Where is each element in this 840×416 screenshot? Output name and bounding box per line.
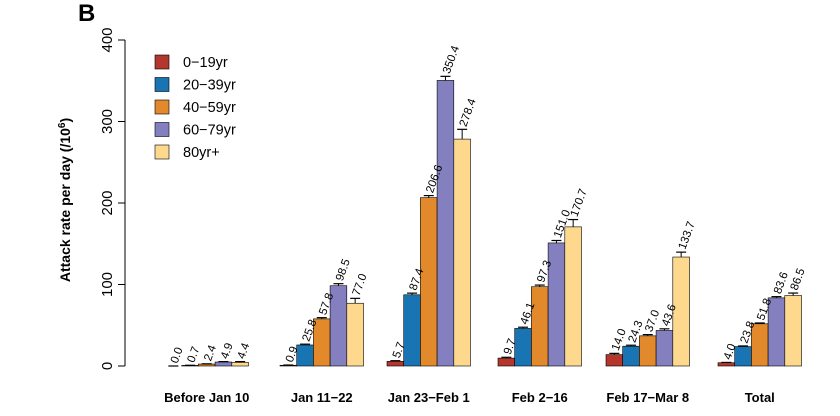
data-label: 4.4 xyxy=(236,341,253,361)
x-category-label: Jan 23−Feb 1 xyxy=(388,390,470,405)
x-category-label: Before Jan 10 xyxy=(164,390,249,405)
legend: 0−19yr 20−39yr 40−59yr 60−79yr 80yr+ xyxy=(154,54,236,161)
bar xyxy=(497,357,516,367)
data-label: 77.0 xyxy=(351,272,370,297)
bars xyxy=(181,80,802,367)
bar xyxy=(622,345,640,367)
data-label: 0.7 xyxy=(186,345,203,364)
data-label: 0.9 xyxy=(284,345,301,364)
x-category-label: Feb 2−16 xyxy=(512,390,568,405)
bar xyxy=(531,286,549,367)
bar xyxy=(639,335,657,367)
data-label: 83.6 xyxy=(772,271,791,296)
y-axis: 0 100 200 300 400 xyxy=(99,27,126,370)
legend-label: 40−59yr xyxy=(183,100,236,116)
bar xyxy=(346,302,364,367)
x-category-label: Feb 17−Mar 8 xyxy=(606,390,689,405)
data-label: 86.5 xyxy=(789,267,808,292)
legend-swatch xyxy=(154,54,170,70)
y-tick-label: 100 xyxy=(99,272,116,297)
data-label: 37.0 xyxy=(643,309,662,334)
bar xyxy=(386,361,405,367)
panel-label: B xyxy=(78,0,96,27)
data-labels: 0.0 0.7 2.4 4.9 4.4 0.925.857.898.577.05.787.… xyxy=(169,44,808,365)
bar xyxy=(436,80,455,367)
bar xyxy=(420,197,438,367)
error-bars xyxy=(168,75,799,367)
bar xyxy=(403,294,421,367)
bar xyxy=(655,330,674,367)
y-tick-label: 300 xyxy=(99,109,116,134)
y-tick-label: 400 xyxy=(99,27,116,52)
bar xyxy=(547,242,566,367)
data-label: 98.5 xyxy=(334,258,353,283)
data-label: 5.7 xyxy=(391,341,408,360)
legend-swatch xyxy=(154,122,170,137)
legend-label: 20−39yr xyxy=(183,78,236,94)
legend-swatch xyxy=(154,99,170,115)
data-label: 170.7 xyxy=(569,187,590,218)
legend-swatch xyxy=(154,77,170,92)
data-label: 2.4 xyxy=(202,343,219,363)
legend-label: 0−19yr xyxy=(183,55,228,71)
bar xyxy=(214,361,233,367)
x-category-label: Total xyxy=(745,390,775,405)
y-axis-label: Attack rate per day (/106) xyxy=(57,118,74,282)
data-label: 133.7 xyxy=(677,220,698,251)
data-label: 4.0 xyxy=(722,342,739,361)
bar xyxy=(784,295,802,367)
data-label: 278.4 xyxy=(458,97,479,129)
bar xyxy=(231,362,249,367)
data-label: 4.9 xyxy=(219,341,236,360)
data-label: 9.7 xyxy=(502,337,519,356)
x-category-label: Jan 11−22 xyxy=(291,390,353,405)
bar xyxy=(453,138,471,367)
legend-label: 80yr+ xyxy=(183,145,220,161)
legend-swatch xyxy=(154,144,170,160)
bar xyxy=(514,328,532,367)
x-axis-categories: Before Jan 10 Jan 11−22 Jan 23−Feb 1 Feb 2−… xyxy=(164,390,775,405)
legend-label: 60−79yr xyxy=(183,123,236,139)
bar xyxy=(564,226,582,367)
bar xyxy=(296,344,314,367)
y-tick-label: 200 xyxy=(99,190,116,215)
bar xyxy=(717,362,736,367)
y-tick-label: 0 xyxy=(99,362,116,370)
bar xyxy=(605,354,624,367)
data-label: 0.0 xyxy=(169,346,186,365)
data-label: 350.4 xyxy=(441,44,462,76)
